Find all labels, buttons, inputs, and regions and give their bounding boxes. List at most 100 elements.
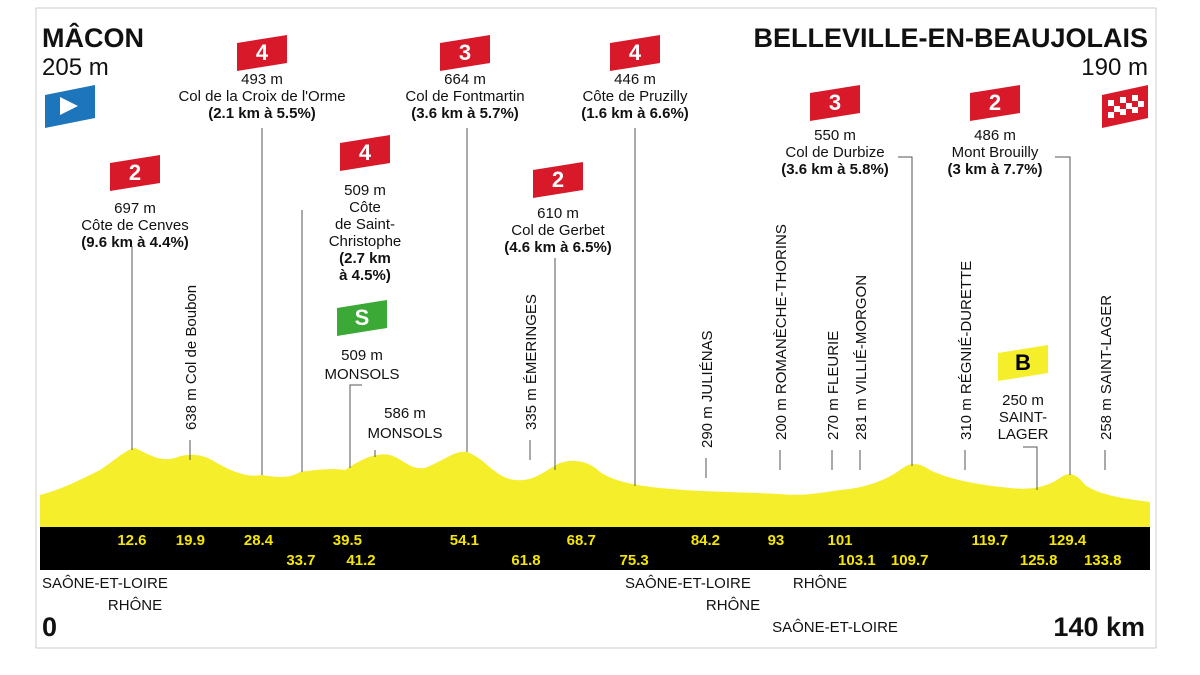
climb-text: 486 m: [974, 127, 1016, 144]
climb-text: 610 m: [537, 205, 579, 222]
km-marker: 125.8: [1020, 552, 1058, 569]
climb-text: (3.6 km à 5.8%): [781, 161, 889, 178]
km-marker: 75.3: [620, 552, 649, 569]
climb-text: Mont Brouilly: [952, 144, 1039, 161]
climb-badge-label: 4: [629, 40, 642, 65]
distance-band: [40, 527, 1150, 570]
bonus-text: 250 m: [1002, 392, 1044, 409]
climb-text: Col de Fontmartin: [405, 88, 524, 105]
km-marker: 133.8: [1084, 552, 1122, 569]
leader-line: [349, 384, 362, 468]
region-label: RHÔNE: [108, 597, 162, 614]
town-label: 290 m JULIÉNAS: [699, 330, 716, 448]
sprint-text: 509 m: [341, 347, 383, 364]
sprint-badge-label: S: [355, 305, 370, 330]
climb-badge: [340, 135, 390, 171]
finish-distance: 140 km: [1053, 612, 1145, 642]
finish-town: BELLEVILLE-EN-BEAUJOLAIS: [753, 23, 1148, 53]
climb-badge-label: 4: [359, 140, 372, 165]
climb-badge: [110, 155, 160, 191]
climb-text: (9.6 km à 4.4%): [81, 234, 189, 251]
start-altitude: 205 m: [42, 54, 109, 81]
climb-text: 446 m: [614, 71, 656, 88]
point-text: 586 m: [384, 405, 426, 422]
km-marker: 119.7: [971, 532, 1008, 549]
climb-text: (2.7 km: [339, 250, 391, 267]
km-marker: 109.7: [891, 552, 929, 569]
climb-badge: [810, 85, 860, 121]
climb-text: de Saint-: [335, 216, 395, 233]
climb-text: (4.6 km à 6.5%): [504, 239, 612, 256]
km-marker: 93: [768, 532, 785, 549]
finish-altitude: 190 m: [1081, 54, 1148, 81]
climb-text: (3.6 km à 5.7%): [411, 105, 519, 122]
frame: [35, 7, 1157, 649]
climb-text: Christophe: [329, 233, 402, 250]
finish-flag: [1102, 85, 1148, 128]
elevation-profile: [40, 448, 1150, 528]
climb-badge-label: 2: [989, 90, 1001, 115]
climb-text: (1.6 km à 6.6%): [581, 105, 689, 122]
start-town: MÂCON: [42, 22, 144, 53]
town-label: 638 m Col de Boubon: [183, 285, 200, 430]
region-label: RHÔNE: [793, 575, 847, 592]
region-label: RHÔNE: [706, 597, 760, 614]
km-marker: 61.8: [511, 552, 540, 569]
climb-badge: [237, 35, 287, 71]
bonus-text: LAGER: [998, 426, 1049, 443]
climb-text: Col de Gerbet: [511, 222, 605, 239]
leader-line: [1023, 446, 1038, 490]
climb-text: (2.1 km à 5.5%): [208, 105, 316, 122]
town-label: 281 m VILLIÉ-MORGON: [853, 275, 870, 440]
climb-text: 697 m: [114, 200, 156, 217]
bonus-badge: [998, 345, 1048, 381]
climb-text: 493 m: [241, 71, 283, 88]
region-label: SAÔNE-ET-LOIRE: [42, 575, 168, 592]
start-arrow: [60, 97, 78, 115]
climb-badge: [970, 85, 1020, 121]
bonus-text: SAINT-: [999, 409, 1047, 426]
climb-text: Côte de Cenves: [81, 217, 189, 234]
km-marker: 103.1: [838, 552, 876, 569]
town-label: 258 m SAINT-LAGER: [1098, 295, 1115, 440]
km-marker: 54.1: [450, 532, 479, 549]
climb-badge: [533, 162, 583, 198]
km-marker: 33.7: [286, 552, 315, 569]
leader-line: [898, 156, 913, 466]
climb-text: Côte de Pruzilly: [582, 88, 688, 105]
km-marker: 101: [827, 532, 852, 549]
town-label: 310 m RÉGNIÉ-DURETTE: [958, 261, 975, 440]
climb-text: 550 m: [814, 127, 856, 144]
climb-badge-label: 3: [459, 40, 471, 65]
region-label: SAÔNE-ET-LOIRE: [772, 619, 898, 636]
climb-text: Col de la Croix de l'Orme: [178, 88, 345, 105]
climb-text: à 4.5%): [339, 267, 391, 284]
climb-text: (3 km à 7.7%): [947, 161, 1042, 178]
climb-text: 509 m: [344, 182, 386, 199]
start-distance: 0: [42, 612, 57, 642]
climb-badge-label: 4: [256, 40, 269, 65]
climb-badge-label: 2: [129, 160, 141, 185]
climb-badge-label: 2: [552, 167, 564, 192]
km-marker: 19.9: [176, 532, 205, 549]
km-marker: 84.2: [691, 532, 720, 549]
town-label: 200 m ROMANÈCHE-THORINS: [773, 224, 790, 440]
km-marker: 68.7: [567, 532, 596, 549]
climb-text: Col de Durbize: [785, 144, 884, 161]
sprint-text: MONSOLS: [324, 366, 399, 383]
bonus-badge-label: B: [1015, 350, 1031, 375]
point-text: MONSOLS: [367, 425, 442, 442]
km-marker: 12.6: [117, 532, 146, 549]
region-label: SAÔNE-ET-LOIRE: [625, 575, 751, 592]
climb-text: 664 m: [444, 71, 486, 88]
climb-badge-label: 3: [829, 90, 841, 115]
climb-badge: [610, 35, 660, 71]
km-marker: 28.4: [244, 532, 274, 549]
climb-text: Côte: [349, 199, 381, 216]
climb-badge: [440, 35, 490, 71]
km-marker: 41.2: [346, 552, 375, 569]
town-label: 335 m ÉMERINGES: [523, 294, 540, 430]
town-label: 270 m FLEURIE: [825, 331, 842, 440]
leader-line: [1055, 156, 1071, 475]
